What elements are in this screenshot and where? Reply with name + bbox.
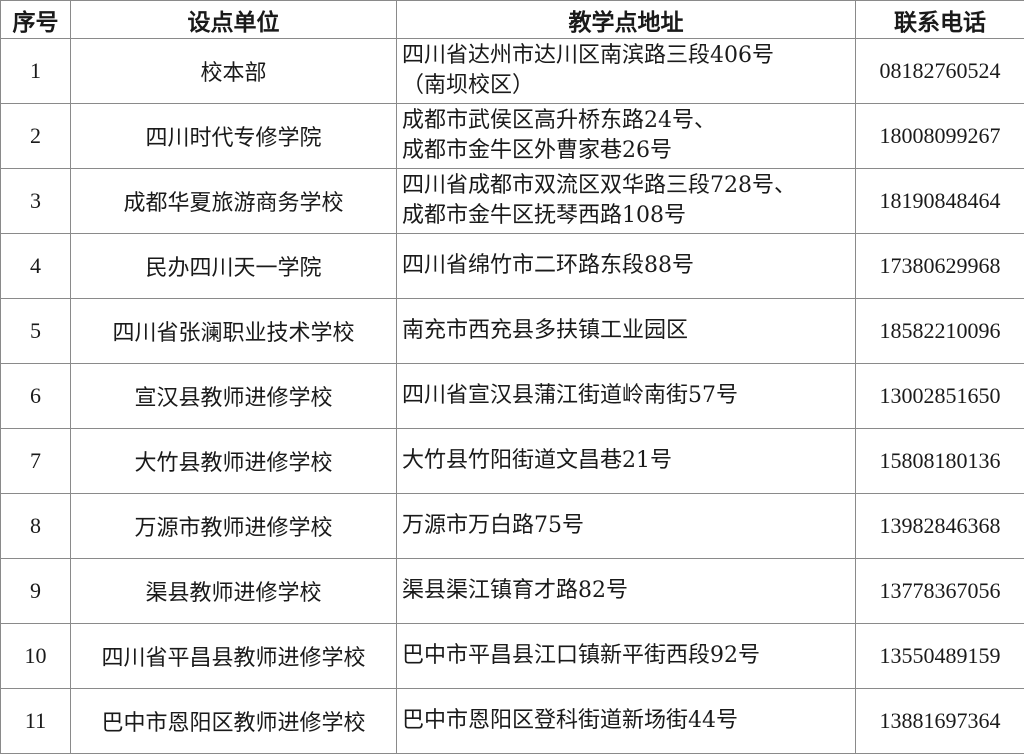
row-index: 6 xyxy=(1,364,71,429)
contact-phone: 15808180136 xyxy=(856,429,1024,494)
row-index: 7 xyxy=(1,429,71,494)
site-unit: 大竹县教师进修学校 xyxy=(71,429,397,494)
address-line-1: 成都市武侯区高升桥东路24号、 xyxy=(402,108,716,133)
address-line-1: 四川省绵竹市二环路东段88号 xyxy=(402,253,694,278)
row-index: 9 xyxy=(1,559,71,624)
address-line-1: 渠县渠江镇育才路82号 xyxy=(402,578,628,603)
header-address: 教学点地址 xyxy=(397,1,856,39)
contact-phone: 08182760524 xyxy=(856,39,1024,104)
header-row: 序号 设点单位 教学点地址 联系电话 xyxy=(1,1,1024,39)
address-line-2: （南坝校区） xyxy=(402,73,534,98)
row-index: 4 xyxy=(1,234,71,299)
address-line-1: 巴中市平昌县江口镇新平街西段92号 xyxy=(402,643,760,668)
row-index: 3 xyxy=(1,169,71,234)
address-line-1: 万源市万白路75号 xyxy=(402,513,584,538)
row-index: 10 xyxy=(1,624,71,689)
site-address: 南充市西充县多扶镇工业园区 xyxy=(397,299,856,364)
address-line-2: 成都市金牛区抚琴西路108号 xyxy=(402,203,686,228)
address-line-1: 四川省宣汉县蒲江街道岭南街57号 xyxy=(402,383,738,408)
header-index: 序号 xyxy=(1,1,71,39)
site-unit: 渠县教师进修学校 xyxy=(71,559,397,624)
contact-phone: 18008099267 xyxy=(856,104,1024,169)
contact-phone: 17380629968 xyxy=(856,234,1024,299)
row-index: 5 xyxy=(1,299,71,364)
site-address: 巴中市恩阳区登科街道新场街44号 xyxy=(397,689,856,754)
row-index: 1 xyxy=(1,39,71,104)
row-index: 11 xyxy=(1,689,71,754)
site-address: 四川省绵竹市二环路东段88号 xyxy=(397,234,856,299)
contact-phone: 13881697364 xyxy=(856,689,1024,754)
site-unit: 宣汉县教师进修学校 xyxy=(71,364,397,429)
header-phone: 联系电话 xyxy=(856,1,1024,39)
site-unit: 校本部 xyxy=(71,39,397,104)
site-address: 四川省成都市双流区双华路三段728号、成都市金牛区抚琴西路108号 xyxy=(397,169,856,234)
site-unit: 万源市教师进修学校 xyxy=(71,494,397,559)
site-address: 四川省达州市达川区南滨路三段406号 （南坝校区） xyxy=(397,39,856,104)
contact-phone: 13982846368 xyxy=(856,494,1024,559)
contact-phone: 13002851650 xyxy=(856,364,1024,429)
row-index: 2 xyxy=(1,104,71,169)
address-line-1: 四川省成都市双流区双华路三段728号、 xyxy=(402,173,796,198)
site-address: 渠县渠江镇育才路82号 xyxy=(397,559,856,624)
site-address: 成都市武侯区高升桥东路24号、成都市金牛区外曹家巷26号 xyxy=(397,104,856,169)
site-address: 万源市万白路75号 xyxy=(397,494,856,559)
contact-phone: 13778367056 xyxy=(856,559,1024,624)
address-line-1: 四川省达州市达川区南滨路三段406号 xyxy=(402,43,774,68)
site-unit: 四川省张澜职业技术学校 xyxy=(71,299,397,364)
site-address: 巴中市平昌县江口镇新平街西段92号 xyxy=(397,624,856,689)
site-address: 四川省宣汉县蒲江街道岭南街57号 xyxy=(397,364,856,429)
site-unit: 四川省平昌县教师进修学校 xyxy=(71,624,397,689)
header-unit: 设点单位 xyxy=(71,1,397,39)
contact-phone: 18190848464 xyxy=(856,169,1024,234)
site-unit: 民办四川天一学院 xyxy=(71,234,397,299)
site-address: 大竹县竹阳街道文昌巷21号 xyxy=(397,429,856,494)
address-line-1: 大竹县竹阳街道文昌巷21号 xyxy=(402,448,672,473)
row-index: 8 xyxy=(1,494,71,559)
site-unit: 巴中市恩阳区教师进修学校 xyxy=(71,689,397,754)
address-line-1: 巴中市恩阳区登科街道新场街44号 xyxy=(402,708,738,733)
site-unit: 四川时代专修学院 xyxy=(71,104,397,169)
contact-phone: 13550489159 xyxy=(856,624,1024,689)
site-unit: 成都华夏旅游商务学校 xyxy=(71,169,397,234)
address-line-2: 成都市金牛区外曹家巷26号 xyxy=(402,138,672,163)
address-line-1: 南充市西充县多扶镇工业园区 xyxy=(402,318,688,343)
contact-phone: 18582210096 xyxy=(856,299,1024,364)
